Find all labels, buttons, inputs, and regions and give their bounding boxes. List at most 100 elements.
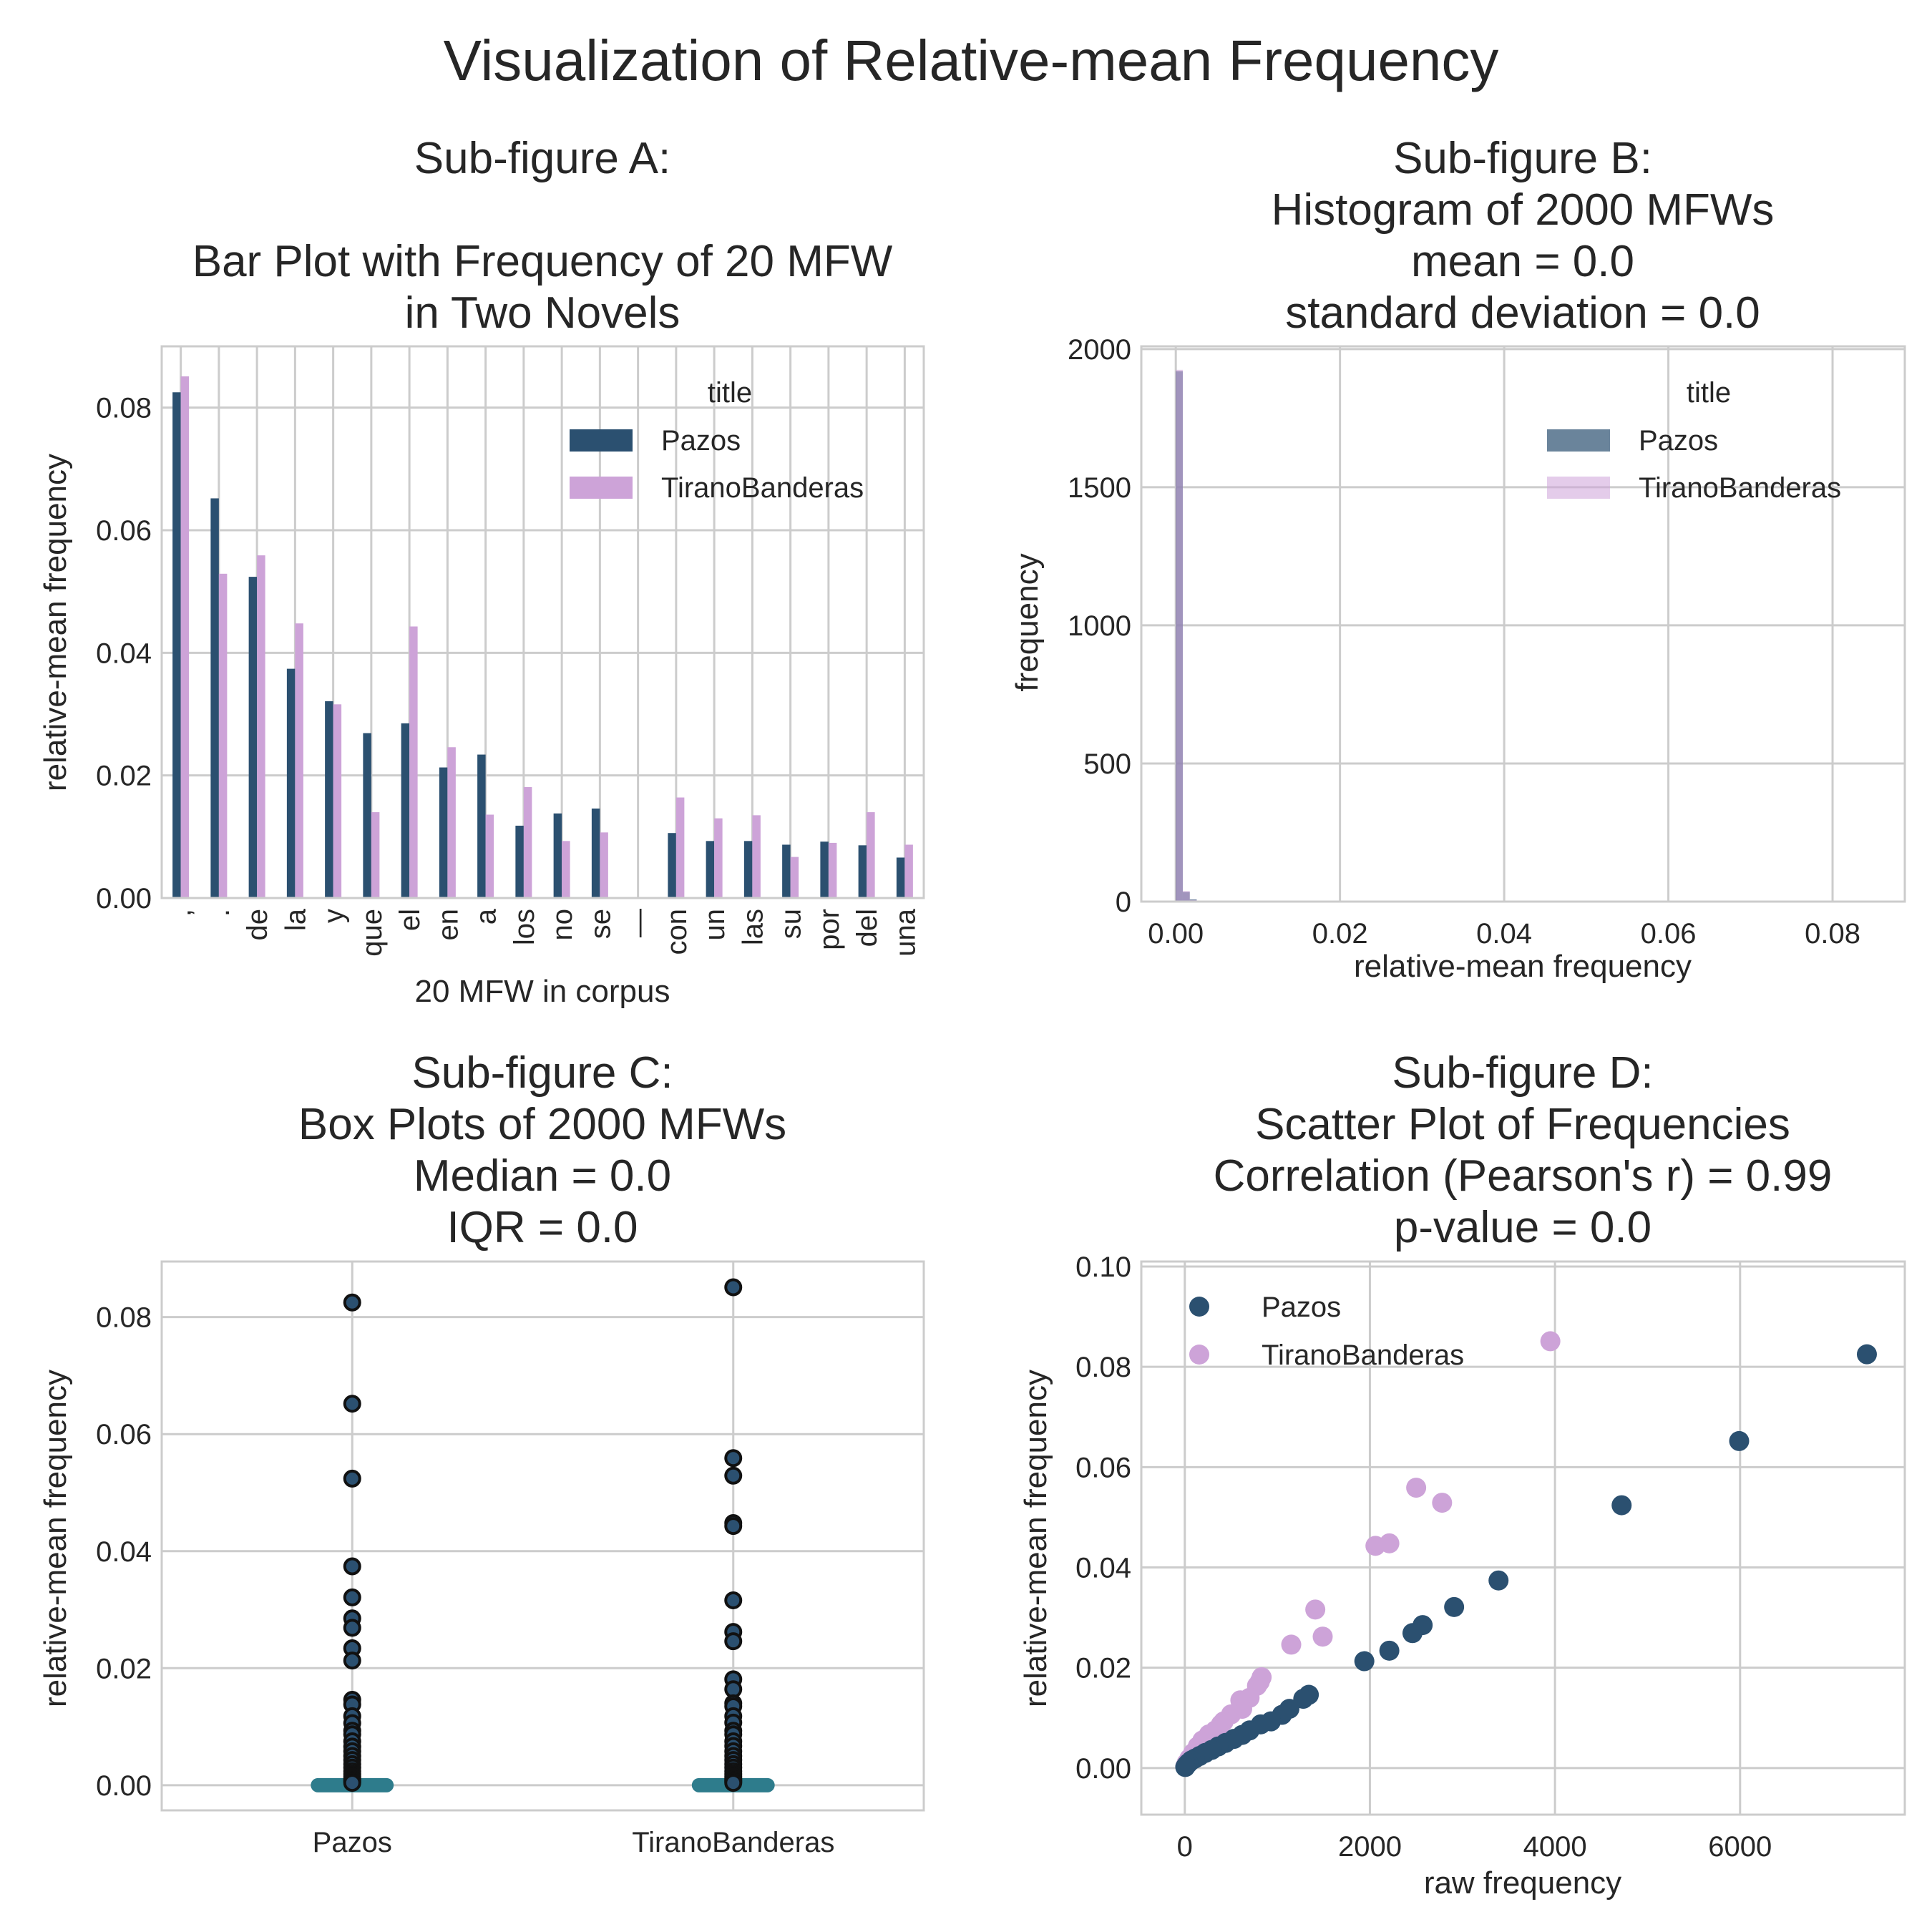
- bar-tiranobanderas: [562, 841, 570, 898]
- subfigure-a-bar-chart: Sub-figure A: Bar Plot with Frequency of …: [38, 134, 925, 1009]
- x-tick-label: TiranoBanderas: [632, 1827, 834, 1858]
- bar-tiranobanderas: [333, 704, 342, 898]
- bar-tiranobanderas: [409, 626, 418, 898]
- x-tick-label: Pazos: [313, 1827, 392, 1858]
- y-axis-label: relative-mean frequency: [38, 454, 73, 791]
- scatter-point-tiranobanderas: [1432, 1493, 1453, 1513]
- x-tick-label: no: [547, 909, 578, 941]
- legend-swatch: [570, 429, 633, 452]
- y-tick-label: 0.06: [96, 1419, 152, 1450]
- scatter-point-pazos: [1402, 1623, 1423, 1644]
- bar-tiranobanderas: [752, 815, 761, 898]
- bar-pazos: [363, 733, 371, 898]
- y-tick-label: 0.10: [1075, 1252, 1131, 1283]
- bar-tiranobanderas: [675, 797, 685, 898]
- bar-pazos: [820, 841, 829, 898]
- subfigure-title-line: IQR = 0.0: [447, 1203, 638, 1252]
- scatter-point-pazos: [1856, 1344, 1877, 1365]
- bar-pazos: [286, 668, 296, 898]
- x-tick-label: 0: [1177, 1831, 1193, 1863]
- scatter-point-pazos: [1293, 1689, 1314, 1709]
- bar-tiranobanderas: [828, 842, 837, 898]
- x-tick-label: 0.04: [1476, 918, 1532, 950]
- plot-frame: [1140, 345, 1906, 903]
- x-tick-label: su: [776, 909, 807, 939]
- scatter-point-pazos: [1379, 1640, 1400, 1661]
- subfigure-title-line: Bar Plot with Frequency of 20 MFW: [192, 237, 893, 286]
- bar-pazos: [401, 723, 410, 898]
- y-tick-label: 0.02: [96, 761, 152, 792]
- hist-bar-tiranobanderas: [1182, 891, 1190, 902]
- y-tick-label: 0.08: [96, 1302, 152, 1334]
- bar-tiranobanderas: [867, 812, 875, 898]
- y-tick-label: 1000: [1068, 610, 1131, 642]
- bar-pazos: [553, 813, 562, 898]
- plot-frame: [160, 1260, 925, 1812]
- x-tick-label: ,: [166, 909, 197, 917]
- scatter-point-pazos: [1175, 1757, 1196, 1777]
- outlier-point: [724, 1591, 743, 1609]
- y-axis-label: relative-mean frequency: [1018, 1370, 1053, 1707]
- outlier-point: [343, 1293, 361, 1312]
- bar-pazos: [858, 845, 867, 898]
- y-tick-label: 0.08: [96, 393, 152, 424]
- plot-frame: [1140, 1260, 1906, 1816]
- bar-pazos: [743, 841, 753, 898]
- y-tick-label: 0.08: [1075, 1352, 1131, 1383]
- x-tick-label: 0.02: [1312, 918, 1368, 950]
- x-tick-label: 4000: [1523, 1831, 1587, 1863]
- scatter-point-tiranobanderas: [1540, 1331, 1561, 1352]
- legend-title: title: [708, 377, 752, 409]
- scatter-point-pazos: [1444, 1596, 1465, 1617]
- outlier-point: [724, 1278, 743, 1297]
- y-tick-label: 0.04: [1075, 1552, 1131, 1584]
- x-tick-label: 0.08: [1805, 918, 1860, 950]
- bar-tiranobanderas: [485, 814, 494, 898]
- scatter-point-tiranobanderas: [1312, 1626, 1333, 1647]
- bar-pazos: [248, 577, 258, 898]
- x-tick-label: por: [814, 909, 845, 950]
- bar-tiranobanderas: [523, 786, 532, 898]
- bar-pazos: [325, 701, 333, 898]
- bar-pazos: [782, 844, 791, 898]
- x-tick-label: 2000: [1338, 1831, 1402, 1863]
- scatter-point-tiranobanderas: [1305, 1599, 1326, 1620]
- bar-tiranobanderas: [218, 573, 228, 898]
- subfigure-title-line: Sub-figure C:: [411, 1048, 673, 1098]
- scatter-point-tiranobanderas: [1281, 1634, 1302, 1655]
- scatter-point-pazos: [1611, 1495, 1632, 1516]
- legend-entry: Pazos: [1639, 425, 1718, 457]
- outlier-point: [343, 1774, 361, 1792]
- subfigure-title-line: mean = 0.0: [1411, 237, 1634, 286]
- legend-entry: Pazos: [661, 425, 741, 457]
- legend-swatch: [1547, 429, 1610, 452]
- subfigure-title-line: Histogram of 2000 MFWs: [1272, 185, 1775, 235]
- x-tick-label: 0.06: [1641, 918, 1697, 950]
- legend-title: title: [1687, 377, 1731, 409]
- y-tick-label: 2000: [1068, 334, 1131, 366]
- y-tick-label: 0.02: [96, 1653, 152, 1684]
- x-tick-label: y: [318, 909, 350, 923]
- bar-pazos: [515, 825, 524, 898]
- bar-tiranobanderas: [904, 844, 913, 898]
- outlier-point: [724, 1449, 743, 1468]
- legend-swatch: [1547, 477, 1610, 499]
- y-tick-label: 0: [1116, 887, 1131, 918]
- y-tick-label: 0.00: [96, 1770, 152, 1802]
- x-tick-label: se: [585, 909, 616, 939]
- x-axis-label: relative-mean frequency: [1354, 949, 1692, 984]
- outlier-point: [343, 1469, 361, 1488]
- x-tick-label: que: [356, 909, 388, 957]
- outlier-point: [724, 1517, 743, 1536]
- x-tick-label: de: [242, 909, 273, 941]
- bar-pazos: [439, 767, 448, 898]
- subfigure-title-line: Median = 0.0: [414, 1151, 671, 1201]
- bar-tiranobanderas: [295, 623, 303, 898]
- outlier-point: [724, 1774, 743, 1792]
- y-tick-label: 0.02: [1075, 1653, 1131, 1684]
- x-tick-label: el: [394, 909, 426, 931]
- x-tick-label: del: [852, 909, 883, 947]
- legend-swatch: [570, 477, 633, 499]
- subfigure-title-line: standard deviation = 0.0: [1285, 288, 1760, 338]
